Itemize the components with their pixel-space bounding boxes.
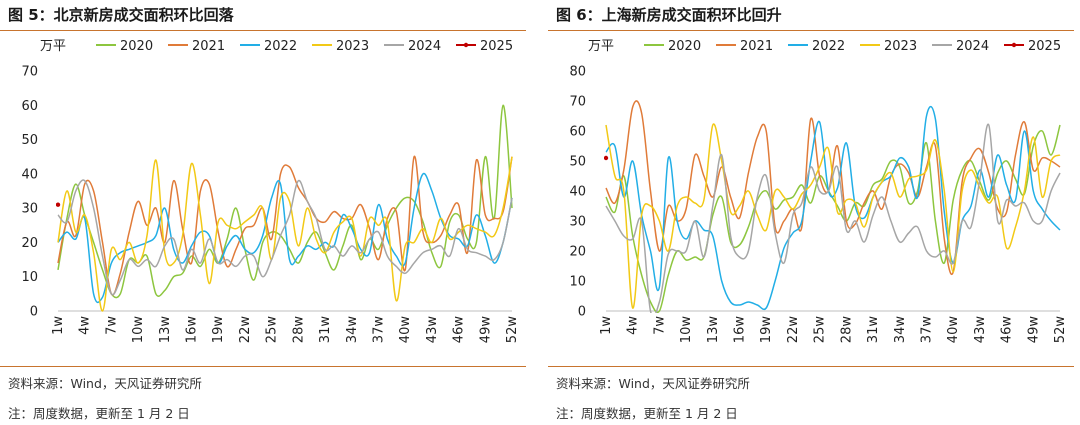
x-tick-label: 37w [919,316,934,344]
x-tick-label: 52w [505,316,520,344]
y-tick-label: 60 [21,99,38,114]
x-tick-label: 34w [345,316,360,344]
x-tick-label: 49w [1026,316,1041,344]
y-tick-label: 20 [21,236,38,251]
x-tick-label: 4w [78,316,93,335]
x-tick-label: 7w [104,316,119,335]
series-line-2024 [57,179,513,296]
y-tick-label: 50 [569,155,586,170]
x-tick-label: 10w [679,316,694,344]
x-tick-label: 49w [478,316,493,344]
footnote: 注：周度数据，更新至 1 月 2 日 [556,406,738,421]
series-group [604,100,1061,313]
x-tick-label: 43w [425,316,440,344]
y-tick-label: 60 [569,125,586,140]
legend-label-2020: 2020 [120,39,153,54]
x-tick-label: 25w [813,316,828,344]
series-line-2021 [57,155,513,296]
x-tick-label: 22w [238,316,253,344]
y-tick-label: 30 [569,215,586,230]
y-axis-unit-label: 万平 [588,39,614,54]
series-line-2022 [57,172,513,304]
series-line-2023 [57,156,513,312]
chart-title: 图 5：北京新房成交面积环比回落 [8,6,234,24]
x-tick-label: 43w [973,316,988,344]
legend-label-2023: 2023 [884,39,917,54]
x-tick-label: 16w [733,316,748,344]
x-tick-label: 40w [398,316,413,344]
x-tick-label: 7w [652,316,667,335]
series-line-2020 [57,104,513,299]
legend-label-2024: 2024 [956,39,989,54]
y-tick-label: 40 [569,185,586,200]
legend-label-2022: 2022 [264,39,297,54]
x-tick-label: 13w [706,316,721,344]
x-tick-label: 46w [452,316,467,344]
y-tick-label: 70 [569,95,586,110]
x-tick-label: 19w [759,316,774,344]
series-line-2022 [605,105,1061,311]
x-tick-label: 19w [211,316,226,344]
legend-label-2021: 2021 [192,39,225,54]
x-tick-label: 28w [291,316,306,344]
x-tick-label: 37w [371,316,386,344]
y-tick-label: 0 [578,305,586,320]
y-tick-label: 30 [21,202,38,217]
y-tick-label: 70 [21,65,38,80]
legend-marker-2025 [1011,42,1017,48]
x-tick-label: 25w [265,316,280,344]
x-tick-label: 46w [1000,316,1015,344]
series-point-2025 [604,155,609,161]
y-tick-label: 20 [569,245,586,260]
y-axis-unit-label: 万平 [40,39,66,54]
chart-panel-beijing: 图 5：北京新房成交面积环比回落 万平 2020 2021 2022 2023 2024 2… [0,0,530,425]
x-tick-label: 16w [185,316,200,344]
x-tick-label: 4w [626,316,641,335]
x-tick-label: 13w [158,316,173,344]
top-rule [548,30,1074,31]
bottom-rule [0,366,526,367]
series-point-2025 [56,202,61,207]
y-tick-label: 40 [21,167,38,182]
y-tick-label: 10 [21,270,38,285]
x-tick-label: 10w [131,316,146,344]
series-group [56,104,513,312]
legend-label-2023: 2023 [336,39,369,54]
y-tick-label: 50 [21,133,38,148]
line-chart-beijing: 万平 2020 2021 2022 2023 2024 2025 0 10 20 30 40 50 60 7… [21,39,520,344]
x-tick-label: 31w [318,316,333,344]
series-line-2023 [605,123,1061,309]
x-tick-label: 34w [893,316,908,344]
x-tick-label: 1w [51,316,66,335]
top-rule [0,30,526,31]
bottom-rule [548,366,1074,367]
x-tick-label: 40w [946,316,961,344]
legend-label-2024: 2024 [408,39,441,54]
x-tick-label: 52w [1053,316,1068,344]
x-tick-label: 31w [866,316,881,344]
legend-label-2022: 2022 [812,39,845,54]
legend-label-2020: 2020 [668,39,701,54]
y-tick-label: 10 [569,275,586,290]
chart-panel-shanghai: 图 6：上海新房成交面积环比回升 万平 2020 2021 2022 2023 2024 2… [548,0,1078,425]
legend-marker-2025 [463,42,469,48]
series-line-2020 [605,124,1061,313]
chart-title: 图 6：上海新房成交面积环比回升 [556,6,782,24]
x-tick-label: 1w [599,316,614,335]
x-tick-label: 22w [786,316,801,344]
legend-label-2021: 2021 [740,39,773,54]
source-note: 资料来源：Wind，天风证券研究所 [8,376,202,391]
y-tick-label: 80 [569,65,586,80]
source-note: 资料来源：Wind，天风证券研究所 [556,376,750,391]
line-chart-shanghai: 万平 2020 2021 2022 2023 2024 2025 0 10 20 30 40 50 60 7… [569,39,1068,344]
series-line-2024 [605,123,1061,313]
legend-label-2025: 2025 [480,39,513,54]
footnote: 注：周度数据，更新至 1 月 2 日 [8,406,190,421]
x-tick-label: 28w [839,316,854,344]
y-tick-label: 0 [30,305,38,320]
legend-label-2025: 2025 [1028,39,1061,54]
